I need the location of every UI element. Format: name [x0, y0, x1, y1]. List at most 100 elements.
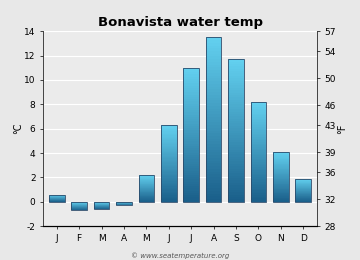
Bar	[206, 169, 221, 172]
Bar	[161, 180, 177, 181]
Bar	[183, 110, 199, 112]
Bar	[139, 184, 154, 185]
Bar	[251, 103, 266, 105]
Bar	[228, 95, 244, 97]
Bar	[296, 181, 311, 182]
Bar	[139, 192, 154, 193]
Bar	[139, 188, 154, 189]
Bar	[228, 142, 244, 145]
Bar	[206, 81, 221, 84]
Bar	[183, 141, 199, 144]
Bar	[206, 37, 221, 40]
Bar	[161, 157, 177, 158]
Bar	[228, 121, 244, 124]
Bar	[251, 185, 266, 187]
Bar	[161, 179, 177, 180]
Bar	[206, 79, 221, 81]
Bar	[228, 102, 244, 104]
Bar	[251, 107, 266, 109]
Text: © www.seatemperature.org: © www.seatemperature.org	[131, 252, 229, 259]
Bar	[183, 117, 199, 119]
Bar	[161, 197, 177, 198]
Bar	[183, 162, 199, 164]
Bar	[206, 76, 221, 79]
Bar	[273, 161, 289, 162]
Bar	[161, 175, 177, 176]
Bar	[183, 119, 199, 121]
Bar	[161, 176, 177, 178]
Y-axis label: °C: °C	[13, 123, 23, 134]
Bar	[273, 160, 289, 161]
Bar	[228, 178, 244, 180]
Bar	[139, 186, 154, 187]
Bar	[183, 74, 199, 77]
Bar	[161, 166, 177, 167]
Bar	[206, 73, 221, 76]
Bar	[251, 144, 266, 145]
Y-axis label: °F: °F	[337, 124, 347, 134]
Bar	[228, 119, 244, 121]
Bar	[183, 148, 199, 151]
Bar	[183, 86, 199, 88]
Bar	[251, 142, 266, 144]
Bar	[228, 112, 244, 114]
Bar	[296, 185, 311, 186]
Bar	[183, 166, 199, 168]
Bar	[228, 138, 244, 140]
Bar	[183, 151, 199, 153]
Bar	[228, 66, 244, 69]
Bar	[161, 167, 177, 168]
Bar	[206, 89, 221, 92]
Bar	[161, 178, 177, 179]
Bar	[228, 88, 244, 90]
Bar	[206, 136, 221, 139]
Bar	[161, 151, 177, 152]
Bar	[296, 182, 311, 183]
Bar	[139, 194, 154, 195]
Bar	[206, 43, 221, 45]
Bar	[183, 193, 199, 195]
Bar	[251, 175, 266, 177]
Bar	[251, 192, 266, 193]
Bar	[206, 172, 221, 174]
Bar	[296, 194, 311, 195]
Bar	[139, 175, 154, 202]
Bar	[139, 199, 154, 200]
Bar	[139, 201, 154, 202]
Bar	[251, 137, 266, 139]
Bar	[183, 83, 199, 86]
Bar	[251, 197, 266, 198]
Bar	[251, 108, 266, 110]
Bar	[273, 190, 289, 191]
Bar	[183, 88, 199, 90]
Bar	[183, 79, 199, 81]
Bar	[183, 200, 199, 202]
Bar	[273, 173, 289, 174]
Bar	[251, 117, 266, 119]
Bar	[206, 177, 221, 180]
Bar	[139, 191, 154, 192]
Bar	[161, 144, 177, 146]
Bar	[228, 168, 244, 171]
Bar	[251, 200, 266, 202]
Bar	[228, 76, 244, 78]
Bar	[273, 168, 289, 169]
Bar	[251, 110, 266, 112]
Bar	[161, 158, 177, 160]
Bar	[273, 195, 289, 196]
Bar	[161, 133, 177, 134]
Bar	[228, 124, 244, 126]
Bar	[273, 181, 289, 182]
Bar	[273, 163, 289, 164]
Bar	[183, 97, 199, 99]
Bar	[251, 120, 266, 122]
Bar	[251, 190, 266, 192]
Bar	[161, 152, 177, 153]
Bar	[139, 185, 154, 186]
Bar	[273, 197, 289, 198]
Bar	[251, 114, 266, 115]
Bar	[161, 135, 177, 137]
Bar	[273, 180, 289, 181]
Bar	[161, 168, 177, 170]
Bar	[296, 187, 311, 188]
